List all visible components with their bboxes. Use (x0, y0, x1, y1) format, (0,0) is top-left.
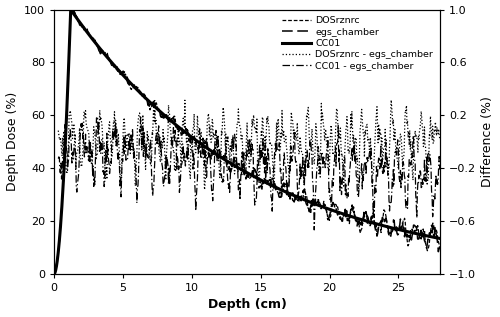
egs_chamber (84, 29, 89, 33)
egs_chamber (323, 207, 329, 210)
Line: DOSrznrc: DOSrznrc (54, 11, 440, 272)
DOSrznrc (51, 270, 57, 274)
DOSrznrc - egs_chamber (148, 157, 154, 161)
CC01 (228, 162, 234, 166)
CC01 - egs_chamber (176, 191, 182, 194)
egs_chamber (51, 271, 57, 275)
CC01 (355, 217, 361, 221)
DOSrznrc - egs_chamber (306, 117, 312, 121)
CC01 - egs_chamber (400, 160, 406, 164)
CC01 - egs_chamber (149, 186, 155, 190)
DOSrznrc (436, 247, 442, 251)
DOSrznrc - egs_chamber (356, 190, 362, 193)
CC01 - egs_chamber (311, 228, 317, 232)
CC01 (51, 272, 57, 276)
CC01 (68, 8, 73, 11)
Legend: DOSrznrc, egs_chamber, CC01, DOSrznrc - egs_chamber, CC01 - egs_chamber: DOSrznrc, egs_chamber, CC01, DOSrznrc - … (280, 14, 435, 73)
X-axis label: Depth (cm): Depth (cm) (208, 298, 286, 311)
egs_chamber (379, 219, 385, 223)
CC01 (426, 234, 432, 238)
DOSrznrc (84, 29, 89, 32)
CC01 - egs_chamber (353, 174, 359, 178)
DOSrznrc - egs_chamber (176, 141, 182, 145)
DOSrznrc - egs_chamber (400, 156, 406, 159)
CC01 (71, 12, 77, 16)
CC01 (239, 168, 245, 172)
egs_chamber (54, 260, 60, 264)
DOSrznrc (302, 189, 308, 193)
egs_chamber (302, 187, 308, 191)
CC01 (426, 234, 432, 238)
CC01 - egs_chamber (164, 167, 170, 171)
DOSrznrc - egs_chamber (436, 137, 442, 140)
CC01 - egs_chamber (94, 115, 100, 119)
Line: egs_chamber: egs_chamber (54, 10, 440, 273)
DOSrznrc (388, 225, 394, 229)
DOSrznrc - egs_chamber (163, 178, 169, 182)
DOSrznrc - egs_chamber (352, 137, 358, 140)
CC01 - egs_chamber (306, 156, 312, 160)
Line: DOSrznrc - egs_chamber: DOSrznrc - egs_chamber (58, 100, 440, 191)
DOSrznrc (323, 207, 329, 210)
egs_chamber (436, 246, 442, 249)
CC01 - egs_chamber (56, 157, 62, 160)
Line: CC01 - egs_chamber: CC01 - egs_chamber (58, 117, 440, 230)
egs_chamber (388, 230, 394, 234)
DOSrznrc - egs_chamber (56, 129, 62, 133)
DOSrznrc (54, 260, 60, 263)
CC01 - egs_chamber (436, 168, 442, 171)
Y-axis label: Depth Dose (%): Depth Dose (%) (6, 92, 18, 191)
DOSrznrc (379, 219, 385, 223)
Y-axis label: Difference (%): Difference (%) (482, 96, 494, 187)
CC01 (436, 236, 442, 240)
egs_chamber (68, 9, 73, 12)
DOSrznrc - egs_chamber (388, 98, 394, 102)
DOSrznrc (68, 9, 74, 13)
Line: CC01: CC01 (54, 10, 440, 274)
